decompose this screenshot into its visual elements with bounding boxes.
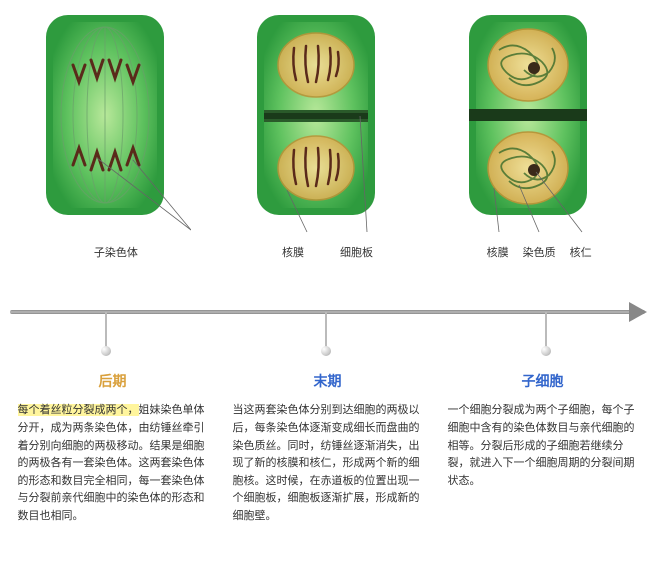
title-daughter: 子细胞 — [448, 370, 638, 392]
timeline-drop-1 — [105, 312, 107, 350]
timeline-drop-3 — [545, 312, 547, 350]
label-daughter-chromosome: 子染色体 — [94, 244, 138, 260]
desc-daughter: 子细胞 一个细胞分裂成为两个子细胞，每个子细胞中含有的染色体数目与亲代细胞的相等… — [448, 370, 638, 526]
label-chromatin: 染色质 — [523, 244, 556, 260]
cell-telophase: 核膜 细胞板 — [227, 10, 427, 290]
timeline — [10, 300, 645, 370]
title-telophase: 末期 — [233, 370, 423, 392]
descriptions-row: 后期 每个着丝粒分裂成两个，姐妹染色单体分开，成为两条染色体，由纺锤丝牵引着分别… — [0, 370, 655, 526]
label-nuclear-membrane: 核膜 — [282, 244, 304, 260]
anaphase-highlight: 每个着丝粒分裂成两个， — [18, 404, 139, 416]
telophase-text: 当这两套染色体分别到达细胞的两极以后，每条染色体逐渐变成细长而盘曲的染色质丝。同… — [233, 402, 423, 525]
timeline-arrow-icon — [629, 302, 647, 322]
anaphase-body: 姐妹染色单体分开，成为两条染色体，由纺锤丝牵引着分别向细胞的两极移动。结果是细胞… — [18, 404, 205, 522]
label-nuclear-membrane-2: 核膜 — [487, 244, 509, 260]
desc-telophase: 末期 当这两套染色体分别到达细胞的两极以后，每条染色体逐渐变成细长而盘曲的染色质… — [233, 370, 423, 526]
anaphase-text: 每个着丝粒分裂成两个，姐妹染色单体分开，成为两条染色体，由纺锤丝牵引着分别向细胞… — [18, 402, 208, 525]
anaphase-svg — [41, 10, 191, 240]
label-cell-plate: 细胞板 — [340, 244, 373, 260]
cells-row: 子染色体 — [0, 0, 655, 290]
title-anaphase: 后期 — [18, 370, 208, 392]
timeline-drop-2 — [325, 312, 327, 350]
daughter-svg — [464, 10, 614, 240]
daughter-text: 一个细胞分裂成为两个子细胞，每个子细胞中含有的染色体数目与亲代细胞的相等。分裂后… — [448, 402, 638, 490]
desc-anaphase: 后期 每个着丝粒分裂成两个，姐妹染色单体分开，成为两条染色体，由纺锤丝牵引着分别… — [18, 370, 208, 526]
anaphase-labels: 子染色体 — [16, 244, 216, 260]
cell-daughter: 核膜 染色质 核仁 — [439, 10, 639, 290]
daughter-labels: 核膜 染色质 核仁 — [439, 244, 639, 260]
cell-anaphase: 子染色体 — [16, 10, 216, 290]
telophase-svg — [252, 10, 402, 240]
label-nucleolus: 核仁 — [570, 244, 592, 260]
telophase-labels: 核膜 细胞板 — [227, 244, 427, 260]
